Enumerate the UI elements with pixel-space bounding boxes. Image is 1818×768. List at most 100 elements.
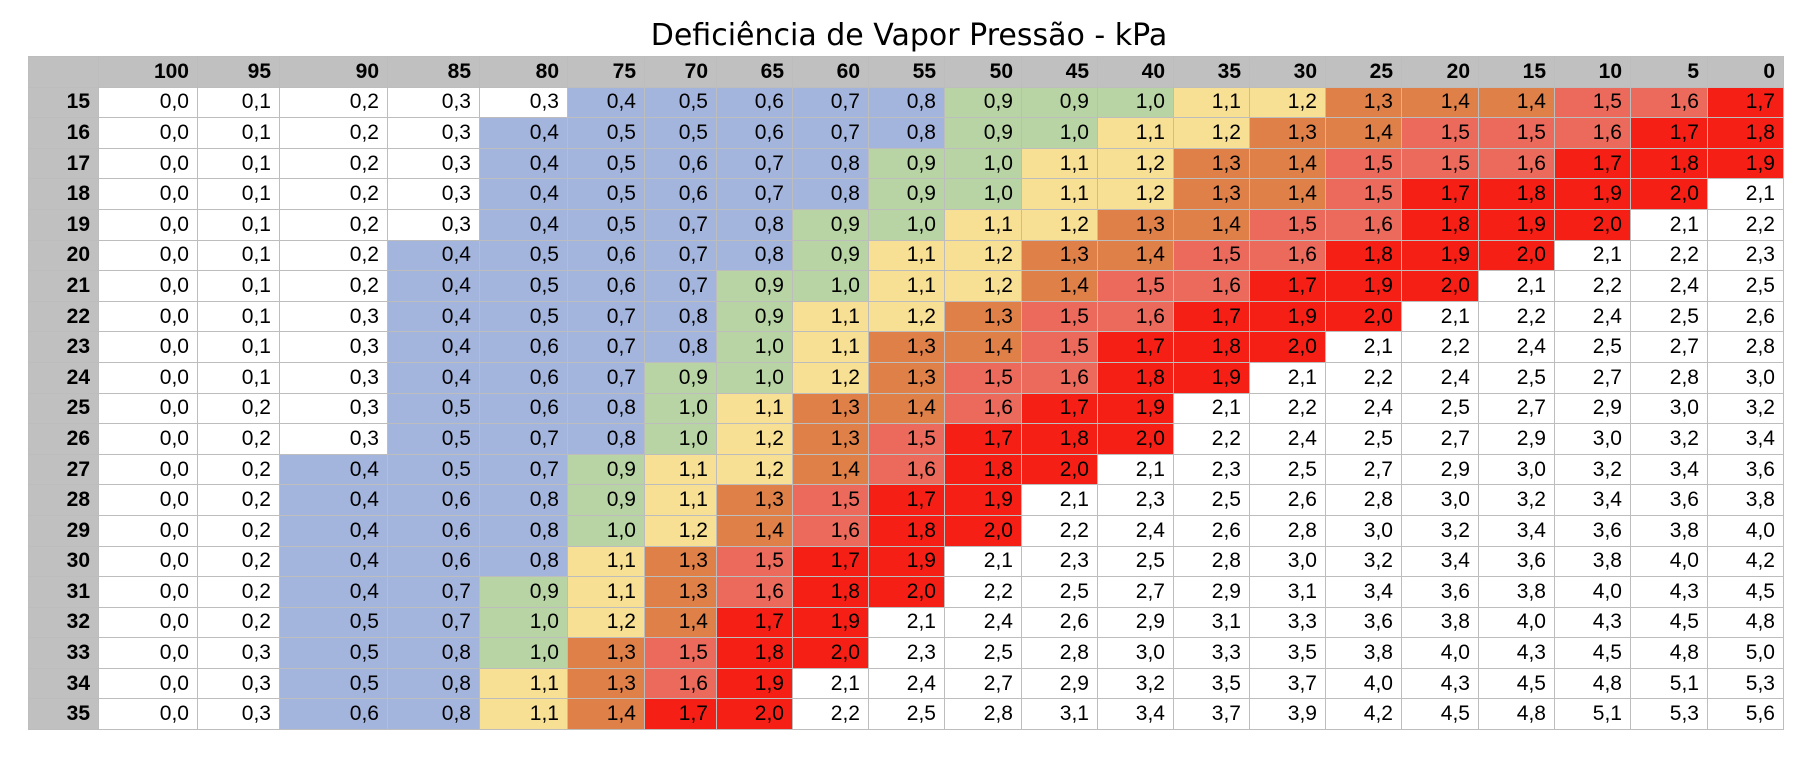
data-cell: 0,9 [868, 178, 945, 210]
data-cell: 1,8 [1630, 147, 1708, 180]
data-cell: 4,0 [1401, 637, 1479, 669]
data-cell: 2,9 [1401, 453, 1479, 486]
data-cell: 3,6 [1401, 576, 1479, 608]
data-cell: 1,2 [1097, 178, 1174, 210]
data-cell: 0,4 [279, 576, 388, 608]
column-header: 50 [944, 56, 1022, 88]
data-cell: 1,9 [1173, 361, 1250, 394]
data-cell: 1,4 [644, 606, 717, 639]
data-cell: 2,6 [1173, 514, 1250, 547]
data-cell: 0,9 [792, 208, 869, 241]
data-cell: 2,1 [792, 667, 869, 700]
data-cell: 1,9 [1554, 178, 1631, 210]
row-header: 26 [28, 423, 99, 455]
data-cell: 4,0 [1630, 545, 1708, 578]
data-cell: 3,4 [1630, 453, 1708, 486]
data-cell: 0,0 [98, 117, 198, 149]
data-cell: 1,9 [1249, 300, 1326, 333]
data-cell: 4,0 [1554, 576, 1631, 608]
data-cell: 2,3 [1173, 453, 1250, 486]
data-cell: 1,5 [644, 637, 717, 669]
data-cell: 0,0 [98, 484, 198, 516]
table-row: 26 0,0 0,2 0,3 0,5 0,7 0,8 1,0 1,2 1,3 1,5 1,7 1,8 2,… [28, 423, 1784, 455]
data-cell: 0,8 [792, 147, 869, 180]
data-cell: 1,1 [644, 453, 717, 486]
row-header: 35 [28, 698, 99, 731]
data-cell: 0,4 [387, 239, 480, 272]
data-cell: 0,2 [197, 514, 280, 547]
data-cell: 1,1 [792, 331, 869, 363]
data-cell: 0,4 [279, 545, 388, 578]
row-header: 32 [28, 606, 99, 639]
data-cell: 0,4 [567, 86, 645, 119]
data-cell: 1,1 [868, 239, 945, 272]
data-cell: 1,2 [868, 300, 945, 333]
data-cell: 4,2 [1707, 545, 1784, 578]
data-cell: 0,7 [644, 239, 717, 272]
data-cell: 0,3 [197, 637, 280, 669]
data-cell: 0,7 [792, 86, 869, 119]
data-cell: 0,4 [279, 453, 388, 486]
data-cell: 1,0 [868, 208, 945, 241]
data-cell: 0,3 [279, 392, 388, 425]
data-cell: 1,1 [1021, 178, 1098, 210]
data-cell: 1,1 [792, 300, 869, 333]
row-header: 31 [28, 576, 99, 608]
data-cell: 0,6 [279, 698, 388, 731]
data-cell: 1,0 [1021, 117, 1098, 149]
data-cell: 1,5 [1173, 239, 1250, 272]
data-cell: 0,9 [716, 300, 793, 333]
data-cell: 1,2 [1249, 86, 1326, 119]
data-cell: 2,5 [1630, 300, 1708, 333]
data-cell: 0,7 [567, 361, 645, 394]
data-cell: 0,8 [479, 484, 568, 516]
data-cell: 1,4 [1021, 270, 1098, 302]
data-cell: 1,9 [1325, 270, 1402, 302]
data-cell: 1,7 [1554, 147, 1631, 180]
data-cell: 1,3 [1173, 178, 1250, 210]
data-cell: 1,5 [1097, 270, 1174, 302]
data-cell: 1,0 [644, 392, 717, 425]
data-cell: 2,8 [1173, 545, 1250, 578]
column-header: 35 [1173, 56, 1250, 88]
data-cell: 3,0 [1707, 361, 1784, 394]
data-cell: 1,8 [1021, 423, 1098, 455]
data-cell: 0,2 [279, 147, 388, 180]
data-cell: 3,8 [1707, 484, 1784, 516]
data-cell: 2,4 [1097, 514, 1174, 547]
data-cell: 1,8 [868, 514, 945, 547]
data-cell: 0,8 [644, 300, 717, 333]
data-cell: 2,6 [1249, 484, 1326, 516]
column-header: 40 [1097, 56, 1174, 88]
data-cell: 0,3 [279, 423, 388, 455]
data-cell: 0,5 [279, 606, 388, 639]
column-header: 80 [479, 56, 568, 88]
data-cell: 1,0 [944, 147, 1022, 180]
data-cell: 0,4 [479, 147, 568, 180]
data-cell: 0,8 [387, 637, 480, 669]
data-cell: 3,6 [1325, 606, 1402, 639]
data-cell: 1,3 [944, 300, 1022, 333]
data-cell: 0,0 [98, 361, 198, 394]
data-cell: 3,7 [1173, 698, 1250, 731]
data-cell: 5,3 [1630, 698, 1708, 731]
data-cell: 2,9 [1021, 667, 1098, 700]
data-cell: 0,6 [644, 147, 717, 180]
column-header: 0 [1707, 56, 1784, 88]
data-cell: 2,9 [1173, 576, 1250, 608]
data-cell: 0,0 [98, 239, 198, 272]
column-header: 65 [716, 56, 793, 88]
data-cell: 2,8 [1707, 331, 1784, 363]
row-header: 33 [28, 637, 99, 669]
data-cell: 0,5 [567, 208, 645, 241]
data-cell: 5,1 [1554, 698, 1631, 731]
table-row: 28 0,0 0,2 0,4 0,6 0,8 0,9 1,1 1,3 1,5 1,7 1,9 2,1 2,… [28, 484, 1784, 516]
table-row: 34 0,0 0,3 0,5 0,8 1,1 1,3 1,6 1,9 2,1 2,4 2,7 2,9 3,… [28, 667, 1784, 700]
column-header: 70 [644, 56, 717, 88]
data-cell: 2,1 [1554, 239, 1631, 272]
data-cell: 3,8 [1401, 606, 1479, 639]
table-row: 33 0,0 0,3 0,5 0,8 1,0 1,3 1,5 1,8 2,0 2,3 2,5 2,8 3,… [28, 637, 1784, 669]
data-cell: 2,0 [1325, 300, 1402, 333]
data-cell: 2,6 [1707, 300, 1784, 333]
data-cell: 3,2 [1478, 484, 1555, 516]
